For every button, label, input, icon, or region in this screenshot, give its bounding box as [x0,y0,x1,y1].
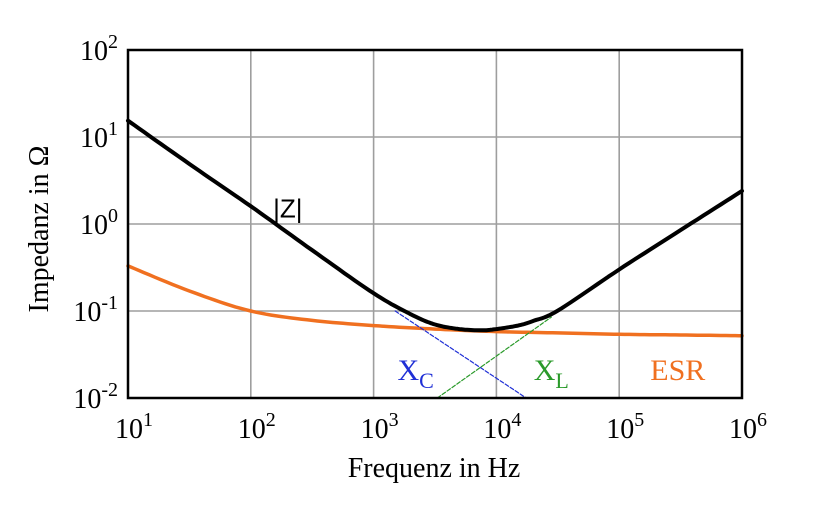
plot-frame [126,48,744,400]
tick-labels: 101 102 103 104 105 106 10-2 10-1 100 101 102 [73,31,767,445]
y-tick-label: 102 [80,31,118,67]
grid [127,49,743,399]
series-label-esr: ESR [650,354,705,387]
y-tick-label: 100 [80,205,118,241]
series-label-x-l: XL [534,354,569,393]
series-line-z [126,118,744,333]
x-tick-label: 101 [115,409,153,445]
series-label-z: |Z| [273,193,302,223]
x-axis-label: Frequenz in Hz [348,453,521,484]
series-line-x-c [394,310,527,399]
y-tick-label: 101 [80,118,118,154]
annotations: |Z| XC XL ESR [273,193,705,393]
series-layer [126,118,744,399]
series-label-x-c: XC [397,354,433,393]
y-axis-label: Impedanz in Ω [24,146,55,313]
x-tick-label: 105 [606,409,644,445]
y-tick-label: 10-2 [73,379,118,415]
series-line-x-l [436,316,552,399]
x-tick-label: 104 [483,409,521,445]
y-tick-label: 10-1 [73,292,118,328]
x-tick-label: 106 [729,409,767,445]
series-line-esr [126,264,744,338]
x-tick-label: 103 [361,409,399,445]
x-tick-label: 102 [238,409,276,445]
